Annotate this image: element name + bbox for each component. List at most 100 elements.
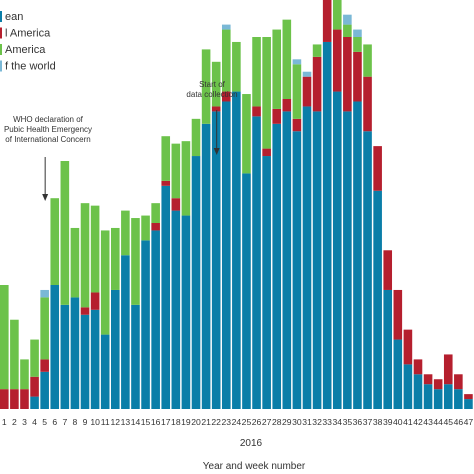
- bar-week-36-series-1: [353, 101, 362, 409]
- bar-week-4-series-3: [30, 339, 39, 377]
- x-tick-label: 10: [90, 417, 100, 427]
- x-tick-label: 43: [423, 417, 433, 427]
- bar-week-30-series-4: [292, 59, 302, 65]
- bar-week-23-series-2: [221, 91, 231, 102]
- x-tick-label: 28: [272, 417, 282, 427]
- bar-week-8-series-3: [70, 227, 80, 298]
- x-tick-label: 14: [131, 417, 141, 427]
- annotation-arrowhead: [213, 148, 220, 155]
- x-tick-label: 7: [62, 417, 67, 427]
- bar-week-8-series-1: [70, 297, 80, 409]
- bar-week-42-series-1: [413, 374, 423, 409]
- bar-week-45-series-1: [443, 384, 453, 409]
- bar-week-31-series-4: [302, 71, 312, 77]
- x-tick-label: 41: [403, 417, 413, 427]
- bar-week-13-series-3: [121, 210, 130, 256]
- bar-week-20-series-3: [191, 118, 201, 157]
- bar-week-9-series-1: [80, 314, 90, 409]
- bar-week-31-series-1: [302, 106, 312, 409]
- bar-week-40-series-1: [393, 339, 403, 409]
- bar-week-36-series-3: [353, 37, 362, 52]
- x-tick-label: 29: [282, 417, 292, 427]
- bar-week-26-series-2: [252, 106, 261, 117]
- annotation-text: WHO declaration of: [13, 115, 84, 124]
- bar-week-16-series-1: [151, 230, 160, 409]
- legend: ean l America America f the world: [0, 11, 56, 73]
- bar-week-35-series-3: [343, 24, 352, 37]
- x-tick-label: 35: [343, 417, 353, 427]
- legend-swatch: [0, 11, 2, 22]
- bar-week-24-series-3: [232, 41, 241, 92]
- bar-week-44-series-2: [433, 379, 443, 390]
- x-tick-label: 13: [121, 417, 131, 427]
- legend-swatch: [0, 60, 2, 72]
- bar-week-19-series-1: [181, 215, 191, 409]
- bar-week-27-series-2: [262, 148, 271, 157]
- x-tick-label: 32: [312, 417, 322, 427]
- bar-week-14-series-3: [131, 218, 140, 305]
- x-tick-label: 9: [83, 417, 88, 427]
- bar-week-18-series-1: [171, 210, 181, 409]
- bar-week-25-series-3: [242, 94, 251, 174]
- bar-week-36-series-4: [353, 29, 362, 37]
- bar-week-32-series-1: [312, 111, 322, 410]
- bar-week-27-series-3: [262, 37, 271, 149]
- bar-week-31-series-2: [302, 76, 312, 107]
- bar-week-22-series-3: [211, 61, 221, 107]
- year-label: 2016: [240, 438, 263, 449]
- x-tick-label: 18: [171, 417, 181, 427]
- bar-week-22-series-1: [211, 111, 221, 410]
- x-tick-label: 15: [141, 417, 151, 427]
- bar-week-7-series-1: [60, 304, 70, 409]
- x-tick-label: 19: [181, 417, 191, 427]
- legend-entry: ean: [5, 11, 23, 23]
- bar-week-2-series-2: [10, 389, 19, 409]
- bar-week-35-series-1: [343, 111, 352, 410]
- bar-week-17-series-1: [161, 185, 171, 409]
- bar-week-36-series-2: [353, 51, 362, 102]
- bar-week-47-series-2: [464, 394, 473, 400]
- bar-week-4-series-2: [30, 376, 39, 397]
- x-tick-label: 27: [262, 417, 272, 427]
- bar-week-10-series-3: [90, 205, 100, 293]
- bar-week-46-series-1: [454, 389, 463, 409]
- bar-week-34-series-2: [332, 29, 342, 92]
- bar-week-7-series-3: [60, 161, 70, 305]
- bar-week-29-series-1: [282, 111, 292, 410]
- bar-week-33-series-1: [322, 41, 332, 410]
- bar-week-29-series-2: [282, 99, 292, 112]
- x-tick-label: 12: [111, 417, 121, 427]
- x-tick-label: 33: [322, 417, 332, 427]
- bar-week-37-series-2: [363, 76, 372, 132]
- legend-entry: America: [5, 44, 46, 56]
- bar-week-29-series-3: [282, 19, 292, 99]
- bar-week-28-series-3: [272, 29, 282, 109]
- bar-week-2-series-3: [10, 319, 19, 390]
- bar-week-38-series-1: [373, 190, 382, 409]
- bar-week-43-series-1: [423, 384, 433, 409]
- bar-week-32-series-2: [312, 56, 322, 112]
- legend-swatch: [0, 27, 2, 39]
- x-tick-label: 5: [42, 417, 47, 427]
- bar-week-28-series-1: [272, 123, 282, 410]
- bar-week-11-series-1: [100, 334, 110, 409]
- bar-week-26-series-1: [252, 116, 261, 410]
- x-tick-label: 37: [363, 417, 373, 427]
- bar-week-3-series-2: [20, 389, 29, 409]
- bar-week-5-series-1: [40, 371, 49, 409]
- bar-week-10-series-2: [90, 292, 100, 310]
- x-tick-label: 24: [232, 417, 242, 427]
- bar-week-4-series-1: [30, 396, 39, 409]
- bar-week-30-series-2: [292, 118, 302, 132]
- x-tick-label: 39: [383, 417, 393, 427]
- bar-week-5-series-2: [40, 359, 49, 372]
- x-tick-label: 40: [393, 417, 403, 427]
- x-tick-label: 42: [413, 417, 423, 427]
- bar-week-21-series-3: [201, 49, 211, 124]
- x-tick-label: 31: [302, 417, 312, 427]
- legend-entry: f the world: [5, 61, 56, 73]
- bar-week-23-series-3: [221, 29, 231, 92]
